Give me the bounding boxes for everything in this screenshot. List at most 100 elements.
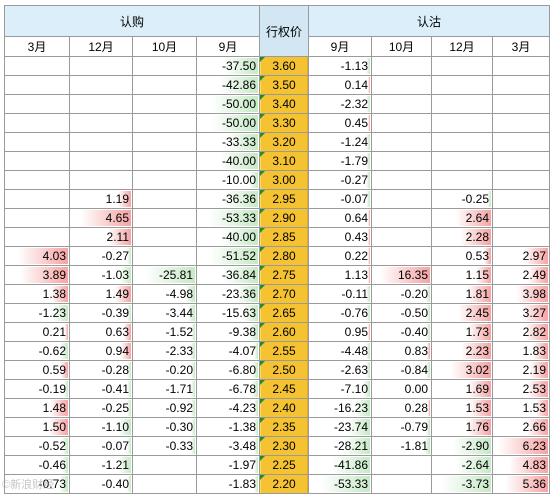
table-row: 1.48 -0.25 -0.92 -4.23 2.40 -16.23 0.28 1.53 1.5… [4, 398, 551, 418]
call-cell: 1.38 [4, 284, 70, 304]
call-cell-value: -0.07 [101, 439, 129, 453]
strike-cell-value: 2.90 [272, 211, 296, 225]
positive-data-bar [527, 419, 549, 435]
positive-data-bar [368, 115, 371, 131]
strike-cell: 3.50 [259, 75, 310, 95]
strike-cell-value: 3.10 [272, 154, 296, 168]
put-cell-value: -23.74 [333, 420, 369, 434]
put-cell-value: 0.95 [344, 325, 369, 339]
call-cell [132, 151, 197, 171]
put-cell-value: 3.27 [522, 306, 547, 320]
table-row: -1.23 -0.39 -3.44 -15.63 2.65 -0.76 -0.50 2.45 3… [4, 303, 551, 323]
table-row: 2.11 -40.00 2.85 0.43 2.28 [4, 227, 551, 247]
positive-data-bar [20, 267, 68, 283]
negative-data-bar [127, 438, 131, 454]
positive-data-bar [458, 305, 492, 321]
call-cell-value: -1.23 [38, 306, 66, 320]
put-cell: -28.21 [308, 436, 373, 456]
call-cell-value: -0.25 [101, 401, 129, 415]
positive-data-bar [428, 400, 431, 416]
table-row: -0.19 -0.41 -1.71 -6.78 2.45 -7.10 0.00 1.69 2.5… [4, 379, 551, 399]
call-month-header: 3月 [4, 36, 70, 57]
put-cell-value: 2.49 [522, 268, 547, 282]
strike-cell-value: 3.50 [272, 78, 296, 92]
call-cell-value: -0.19 [38, 382, 66, 396]
negative-data-bar [426, 305, 431, 321]
call-cell-value: -25.81 [158, 268, 193, 282]
put-cell: 1.13 [308, 265, 373, 285]
call-cell-value: -0.30 [165, 420, 193, 434]
positive-data-bar [524, 248, 549, 264]
put-cell-value: 5.36 [522, 477, 547, 491]
call-cell-value: -0.73 [38, 477, 66, 491]
call-cell [132, 113, 197, 133]
positive-data-bar [530, 362, 549, 378]
table-row: 1.50 -1.10 -0.30 -1.38 2.35 -23.74 -0.79 1.76 2.… [4, 417, 551, 437]
negative-data-bar [127, 400, 131, 416]
strike-cell: 3.40 [259, 94, 310, 114]
put-cell: -53.33 [308, 474, 373, 494]
call-cell-value: 4.03 [42, 249, 66, 263]
positive-data-bar [368, 229, 371, 245]
put-cell: -0.20 [371, 284, 433, 304]
strike-cell: 2.30 [259, 436, 310, 456]
call-cell-value: -23.36 [221, 287, 257, 301]
call-cell: -0.33 [132, 436, 197, 456]
put-cell: 0.28 [371, 398, 433, 418]
call-cell: 1.49 [69, 284, 133, 304]
call-cell: -0.28 [69, 360, 133, 380]
option-change-table: 认购 行权价 认沽 3月 12月 10月 9月 9月 10月 12月 3月 -3… [3, 5, 551, 494]
call-cell: -4.07 [195, 341, 261, 361]
strike-cell-value: 3.60 [272, 59, 296, 73]
strike-cell: 2.50 [259, 360, 310, 380]
positive-data-bar [528, 267, 549, 283]
negative-data-bar [119, 419, 131, 435]
put-cell [371, 208, 433, 228]
negative-data-bar [208, 210, 259, 226]
put-cell [492, 113, 551, 133]
put-cell: 2.23 [431, 341, 494, 361]
strike-cell-value: 3.40 [272, 97, 296, 111]
put-cell: 3.02 [431, 360, 494, 380]
put-cell: 2.66 [492, 417, 551, 437]
negative-data-bar [120, 267, 131, 283]
put-cell: 2.28 [431, 227, 494, 247]
call-cell [132, 227, 197, 247]
put-cell-value: -7.10 [340, 382, 369, 396]
call-cell [69, 170, 133, 190]
call-cell [132, 246, 197, 266]
put-cell-value: -1.81 [400, 439, 429, 453]
negative-data-bar [254, 457, 259, 473]
put-cell-value: 0.53 [465, 249, 490, 263]
put-cell-value: -0.40 [400, 325, 429, 339]
negative-data-bar [220, 229, 259, 245]
call-cell-value: 1.38 [42, 287, 66, 301]
put-cell: 2.64 [431, 208, 494, 228]
positive-data-bar [65, 324, 68, 340]
call-cell: -50.00 [195, 113, 261, 133]
put-cell: 2.45 [431, 303, 494, 323]
put-cell: -4.48 [308, 341, 373, 361]
negative-data-bar [62, 457, 68, 473]
positive-data-bar [368, 248, 371, 264]
positive-data-bar [498, 438, 549, 454]
table-row: 1.38 1.49 -4.98 -23.36 2.70 -0.11 -0.20 1.81 3.9… [4, 284, 551, 304]
strike-cell-value: 3.00 [272, 173, 296, 187]
call-cell-value: -9.38 [228, 325, 257, 339]
put-cell: 6.23 [492, 436, 551, 456]
negative-data-bar [191, 400, 195, 416]
call-cell: -0.30 [132, 417, 197, 437]
call-cell-value: -6.80 [228, 363, 257, 377]
call-cell: 4.65 [69, 208, 133, 228]
call-cell: -1.21 [69, 455, 133, 475]
negative-data-bar [59, 476, 68, 492]
call-cell: 0.94 [69, 341, 133, 361]
put-cell [492, 75, 551, 95]
positive-data-bar [18, 248, 68, 264]
put-cell-value: -0.27 [340, 173, 369, 187]
strike-cell: 3.60 [259, 56, 310, 76]
put-cell-value: -1.24 [340, 135, 369, 149]
call-cell: -3.48 [195, 436, 261, 456]
positive-data-bar [468, 324, 492, 340]
put-cell [431, 170, 494, 190]
